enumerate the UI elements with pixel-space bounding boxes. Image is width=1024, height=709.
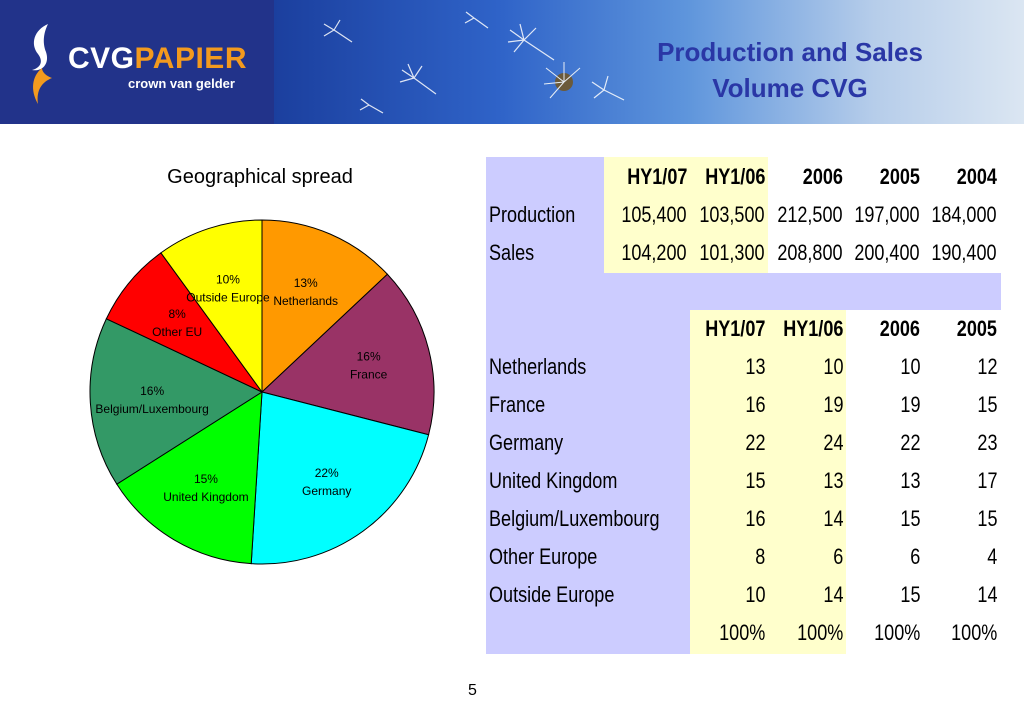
slice-percent-label: 22% — [315, 466, 339, 480]
table-cell: 104,200 — [621, 240, 687, 265]
table-cell: 184,000 — [931, 202, 997, 227]
logo-mark-icon — [32, 24, 52, 104]
pie-slice-belgium-luxembourg — [89, 318, 264, 485]
slice-name-label: France — [350, 368, 388, 382]
chart-title: Geographical spread — [167, 166, 353, 188]
slice-name-label: Other EU — [152, 325, 202, 339]
column-header: HY1/07 — [704, 316, 765, 341]
pie-slice-outside-europe — [160, 219, 263, 394]
pie-slice-germany — [250, 391, 430, 565]
column-header: HY1/07 — [626, 164, 687, 189]
table-cell: 6 — [909, 544, 920, 569]
pie-slice-united-kingdom — [116, 391, 263, 565]
column-header: HY1/06 — [782, 316, 843, 341]
table-cell: 15 — [976, 506, 997, 531]
table-cell: 12 — [976, 354, 997, 379]
table-cell: 10 — [744, 582, 765, 607]
spread-highlight — [690, 310, 846, 654]
slice-percent-label: 13% — [294, 276, 318, 290]
dandelion-head-icon — [543, 62, 581, 99]
pie-chart: 13% Netherlands 16% France 22% Germany 15% Unit… — [89, 219, 435, 565]
slice-name-label: Netherlands — [273, 294, 338, 308]
row-label: Outside Europe — [489, 582, 615, 607]
column-header: 2004 — [956, 164, 997, 189]
slice-name-label: Outside Europe — [186, 290, 270, 304]
table-cell: 197,000 — [854, 202, 920, 227]
column-header: 2005 — [879, 164, 920, 189]
column-header: 2005 — [956, 316, 997, 341]
table-cell: 16 — [744, 392, 765, 417]
pie-slice-netherlands — [261, 219, 389, 394]
table-cell: 208,800 — [777, 240, 843, 265]
table-cell: 14 — [976, 582, 997, 607]
total-cell: 100% — [950, 620, 997, 645]
page-title: Production and Sales Volume CVG — [657, 37, 923, 103]
slice-percent-label: 8% — [169, 307, 187, 321]
table-cell: 19 — [899, 392, 920, 417]
column-header: 2006 — [802, 164, 843, 189]
table-cell: 200,400 — [854, 240, 920, 265]
slice-name-label: Belgium/Luxembourg — [95, 402, 208, 416]
slice-percent-label: 15% — [194, 472, 218, 486]
table-cell: 19 — [822, 392, 843, 417]
header-photo — [274, 0, 1024, 124]
table-cell: 16 — [744, 506, 765, 531]
table-cell: 103,500 — [699, 202, 765, 227]
row-label: Germany — [489, 430, 564, 455]
table-cell: 15 — [976, 392, 997, 417]
slice-name-label: United Kingdom — [163, 490, 248, 504]
row-label: Belgium/Luxembourg — [489, 506, 660, 531]
column-header: 2006 — [879, 316, 920, 341]
brand-tagline: crown van gelder — [128, 76, 235, 91]
volume-white-block — [768, 157, 1001, 273]
slice-percent-label: 10% — [216, 272, 240, 286]
table-cell: 24 — [822, 430, 843, 455]
total-cell: 100% — [796, 620, 843, 645]
table-cell: 13 — [744, 354, 765, 379]
brand-name: CVGPAPIER — [68, 42, 247, 75]
pie-slice-france — [260, 273, 435, 436]
volume-highlight — [604, 157, 768, 273]
table-cell: 101,300 — [699, 240, 765, 265]
table-cell: 22 — [899, 430, 920, 455]
slice-percent-label: 16% — [357, 350, 381, 364]
table-cell: 23 — [976, 430, 997, 455]
row-label: Sales — [489, 240, 535, 265]
table-cell: 15 — [899, 582, 920, 607]
table-cell: 212,500 — [777, 202, 843, 227]
row-label: Other Europe — [489, 544, 598, 569]
total-cell: 100% — [873, 620, 920, 645]
slice-name-label: Germany — [302, 484, 351, 498]
table-cell: 13 — [822, 468, 843, 493]
table-cell: 17 — [976, 468, 997, 493]
table-cell: 105,400 — [621, 202, 687, 227]
table-cell: 4 — [986, 544, 997, 569]
logo: CVGPAPIER crown van gelder — [0, 0, 274, 124]
table-cell: 8 — [754, 544, 765, 569]
spread-white-block — [846, 310, 1001, 654]
table-cell: 15 — [744, 468, 765, 493]
total-cell: 100% — [718, 620, 765, 645]
table-cell: 15 — [899, 506, 920, 531]
row-label: France — [489, 392, 546, 417]
table-cell: 6 — [832, 544, 843, 569]
table-cell: 190,400 — [931, 240, 997, 265]
row-label: Netherlands — [489, 354, 587, 379]
slice-percent-label: 16% — [140, 384, 164, 398]
column-header: HY1/06 — [704, 164, 765, 189]
row-label: United Kingdom — [489, 468, 618, 493]
dandelion-seeds-image — [323, 11, 625, 114]
table-cell: 10 — [822, 354, 843, 379]
page-number: 5 — [468, 682, 477, 699]
table-cell: 14 — [822, 582, 843, 607]
table-cell: 13 — [899, 468, 920, 493]
table-cell: 10 — [899, 354, 920, 379]
table-cell: 22 — [744, 430, 765, 455]
row-label: Production — [489, 202, 576, 227]
header-banner: CVGPAPIER crown van gelder Production an… — [0, 0, 1024, 124]
table-cell: 14 — [822, 506, 843, 531]
